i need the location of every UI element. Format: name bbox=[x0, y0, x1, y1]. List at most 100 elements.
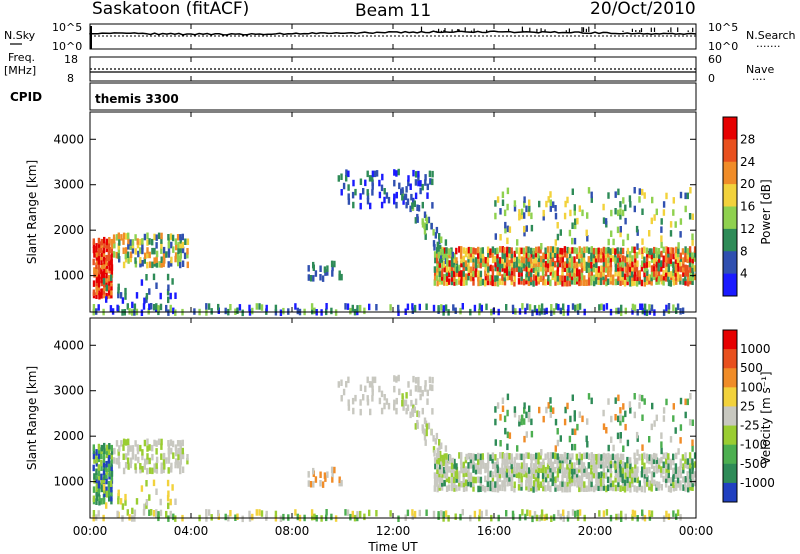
scatter-cell bbox=[152, 304, 156, 311]
scatter-cell bbox=[517, 256, 521, 264]
scatter-cell bbox=[155, 440, 158, 447]
scatter-cell bbox=[438, 261, 441, 268]
scatter-cell bbox=[682, 261, 685, 268]
scatter-cell bbox=[312, 467, 315, 475]
scatter-cell bbox=[585, 452, 589, 459]
scatter-cell bbox=[602, 457, 605, 465]
scatter-cell bbox=[107, 457, 111, 464]
scatter-cell bbox=[610, 209, 613, 217]
scatter-cell bbox=[529, 247, 533, 255]
scatter-cell bbox=[326, 269, 329, 276]
scatter-cell bbox=[155, 448, 158, 455]
scatter-cell bbox=[174, 515, 177, 522]
scatter-cell bbox=[636, 476, 639, 484]
scatter-cell bbox=[537, 466, 541, 473]
scatter-cell bbox=[427, 216, 431, 224]
scatter-cell bbox=[167, 261, 170, 268]
scatter-cell bbox=[527, 480, 531, 488]
scatter-cell bbox=[110, 464, 113, 471]
scatter-cell bbox=[395, 407, 398, 415]
scatter-cell bbox=[691, 445, 694, 452]
scatter-cell bbox=[605, 472, 608, 479]
scatter-cell bbox=[125, 453, 128, 460]
scatter-cell bbox=[462, 247, 466, 254]
scatter-cell bbox=[597, 484, 600, 491]
scatter-cell bbox=[416, 410, 419, 417]
scatter-cell bbox=[181, 447, 184, 455]
scatter-cell bbox=[611, 484, 615, 492]
scatter-cell bbox=[645, 261, 649, 268]
scatter-cell bbox=[693, 246, 697, 253]
scatter-cell bbox=[527, 485, 531, 492]
scatter-cell bbox=[459, 458, 463, 465]
scatter-cell bbox=[648, 480, 651, 487]
scatter-cell bbox=[110, 444, 113, 452]
scatter-cell bbox=[672, 261, 675, 269]
scatter-cell bbox=[117, 232, 120, 239]
scatter-cell bbox=[472, 480, 475, 487]
scatter-cell bbox=[547, 278, 550, 285]
scatter-cell bbox=[462, 264, 465, 272]
scatter-cell bbox=[672, 275, 675, 282]
scatter-cell bbox=[568, 229, 572, 237]
scatter-cell bbox=[554, 485, 557, 492]
scatter-cell bbox=[540, 461, 543, 469]
scatter-cell bbox=[518, 209, 521, 216]
scatter-cell bbox=[677, 260, 680, 268]
scatter-cell bbox=[691, 419, 694, 426]
scatter-cell bbox=[551, 250, 554, 258]
scatter-cell bbox=[433, 457, 437, 464]
scatter-cell bbox=[454, 307, 457, 314]
scatter-cell bbox=[679, 231, 682, 238]
scatter-cell bbox=[691, 278, 694, 285]
scatter-cell bbox=[619, 432, 622, 439]
scatter-cell bbox=[571, 453, 574, 460]
scatter-cell bbox=[479, 462, 483, 469]
scatter-cell bbox=[170, 256, 173, 264]
scatter-cell bbox=[410, 193, 413, 201]
scatter-cell bbox=[137, 456, 140, 464]
scatter-cell bbox=[107, 274, 111, 282]
scatter-cell bbox=[100, 262, 104, 270]
scatter-cell bbox=[602, 265, 606, 273]
scatter-cell bbox=[674, 252, 678, 260]
scatter-cell bbox=[578, 257, 581, 264]
scatter-cell bbox=[167, 309, 170, 316]
scatter-cell bbox=[648, 261, 651, 268]
scatter-cell bbox=[92, 258, 95, 266]
scatter-cell bbox=[597, 453, 600, 461]
scatter-cell bbox=[573, 247, 576, 254]
scatter-cell bbox=[595, 264, 598, 272]
scatter-cell bbox=[436, 457, 439, 464]
scatter-cell bbox=[155, 256, 158, 263]
scatter-cell bbox=[618, 461, 622, 469]
scatter-cell bbox=[616, 432, 620, 440]
scatter-cell bbox=[578, 509, 582, 516]
scatter-cell bbox=[515, 265, 519, 272]
scatter-cell bbox=[438, 476, 441, 483]
scatter-cell bbox=[402, 399, 406, 407]
scatter-cell bbox=[431, 170, 434, 178]
scatter-cell bbox=[528, 304, 532, 311]
scatter-cell bbox=[600, 265, 603, 272]
scatter-cell bbox=[693, 265, 696, 272]
scatter-cell bbox=[397, 304, 400, 312]
scatter-cell bbox=[643, 472, 647, 479]
scatter-cell bbox=[609, 248, 612, 255]
scatter-cell bbox=[486, 452, 490, 459]
scatter-cell bbox=[576, 275, 579, 282]
scatter-cell bbox=[477, 261, 480, 268]
colorbar-swatch bbox=[723, 406, 737, 427]
scatter-cell bbox=[515, 453, 518, 460]
scatter-cell bbox=[105, 266, 108, 273]
scatter-cell bbox=[501, 463, 504, 470]
scatter-cell bbox=[621, 209, 625, 217]
scatter-cell bbox=[609, 454, 612, 461]
scatter-cell bbox=[566, 196, 569, 204]
scatter-cell bbox=[595, 454, 598, 461]
scatter-cell bbox=[148, 509, 151, 516]
scatter-cell bbox=[92, 444, 95, 451]
scatter-cell bbox=[621, 470, 624, 478]
scatter-cell bbox=[103, 267, 106, 275]
scatter-cell bbox=[167, 502, 170, 510]
